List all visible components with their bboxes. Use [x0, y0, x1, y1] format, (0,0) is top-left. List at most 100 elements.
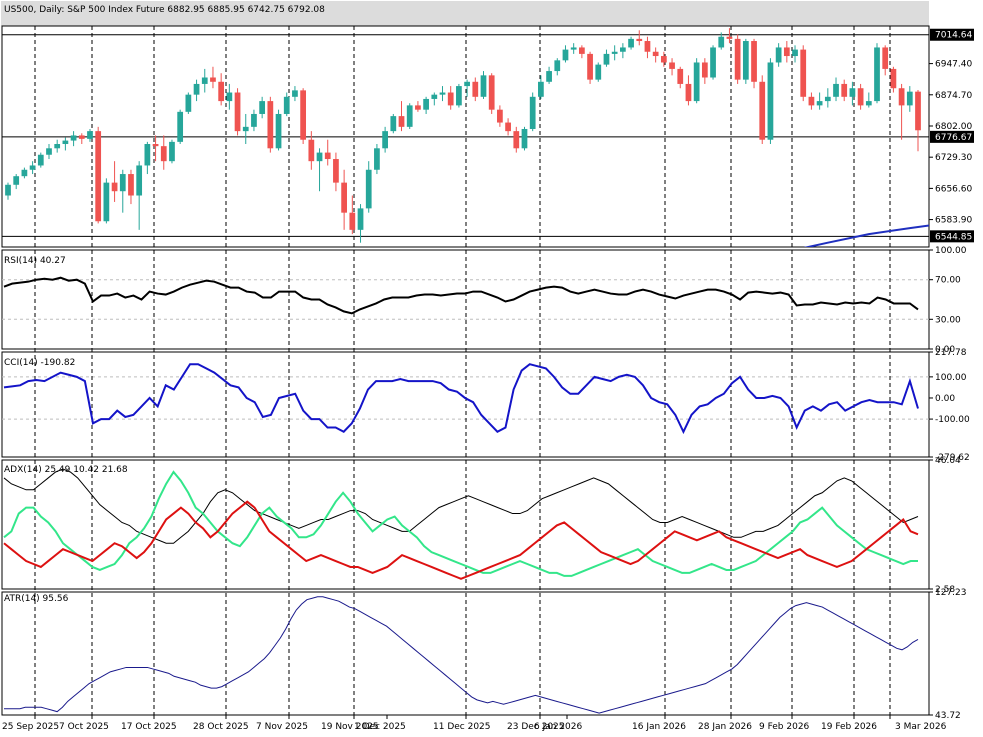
candle-body — [423, 98, 429, 110]
candle-body — [734, 38, 741, 80]
candle-body — [324, 152, 331, 160]
cci-tick-label: 100.00 — [935, 373, 967, 383]
rsi-tick-label: 70.00 — [935, 276, 961, 286]
chart-header-text: US500, Daily: S&P 500 Index Future 6882.… — [4, 5, 325, 15]
candle-body — [308, 139, 315, 162]
candle-body — [398, 116, 405, 127]
candle-body — [759, 81, 766, 140]
candle-body — [210, 77, 216, 82]
candle-body — [144, 144, 151, 166]
moving-average-line — [803, 224, 929, 247]
price-tick-label: 6583.90 — [935, 216, 972, 226]
price-tick-label: 6656.60 — [935, 184, 972, 194]
x-tick-label: 3 Mar 2026 — [895, 722, 947, 732]
candle-body — [652, 51, 659, 57]
candle-body — [906, 91, 913, 106]
date-separators — [34, 26, 891, 715]
candle-body — [456, 86, 462, 106]
rsi-tick-label: 0.00 — [935, 345, 955, 355]
candle-body — [136, 165, 143, 196]
candle-body — [439, 92, 446, 95]
candle-body — [898, 88, 905, 106]
x-tick-label: 19 Feb 2026 — [821, 722, 877, 732]
candle-body — [857, 88, 864, 106]
candle-body — [111, 182, 118, 192]
candle-body — [464, 81, 470, 87]
candle-body — [333, 159, 339, 183]
candle-body — [685, 83, 692, 102]
x-tick-label: 28 Oct 2025 — [193, 722, 249, 732]
header-bar — [1, 1, 929, 26]
adx-line — [3, 468, 919, 544]
candle-body — [636, 38, 643, 42]
candle-body — [251, 113, 257, 127]
candle-body — [611, 51, 618, 54]
candle-body — [570, 47, 577, 50]
candle-body — [128, 174, 134, 196]
candle-body — [808, 96, 815, 106]
x-tick-label: 28 Jan 2026 — [698, 722, 752, 732]
candle-body — [669, 62, 675, 69]
candle-body — [865, 101, 872, 106]
atr-label: ATR(14) 95.56 — [4, 594, 69, 604]
candle-body — [841, 83, 848, 97]
candle-body — [480, 75, 487, 97]
candle-body — [710, 47, 716, 78]
atr-tick-label: 127.23 — [935, 588, 967, 598]
candle-body — [160, 146, 167, 162]
candle-body — [349, 212, 356, 230]
candle-body — [292, 90, 298, 97]
candle-body — [718, 36, 725, 48]
candle-body — [742, 41, 749, 80]
candle-body — [95, 131, 102, 222]
price-level-label: 7014.64 — [935, 31, 972, 41]
candle-body — [833, 83, 839, 97]
candle-body — [677, 68, 684, 84]
x-tick-label: 16 Jan 2026 — [632, 722, 686, 732]
cci-label: CCI(14) -190.82 — [4, 358, 75, 368]
candle-body — [521, 128, 528, 149]
x-tick-label: 23 Dec 2025 — [507, 722, 565, 732]
x-tick-label: 17 Oct 2025 — [121, 722, 177, 732]
cci-tick-label: 217.78 — [935, 348, 967, 358]
price-level-label: 6544.85 — [935, 232, 972, 242]
price-tick-label: 6947.40 — [935, 60, 972, 70]
candle-body — [193, 83, 200, 95]
candle-body — [218, 81, 225, 102]
candle-body — [538, 81, 544, 97]
atr-tick-label: 43.72 — [935, 711, 961, 721]
candle-body — [472, 81, 479, 97]
price-level-tag — [930, 28, 974, 41]
candle-body — [382, 131, 388, 149]
candle-body — [119, 174, 126, 192]
cci-tick-label: -100.00 — [935, 415, 970, 425]
adx-label: ADX(14) 25.49 10.42 21.68 — [4, 465, 128, 475]
candle-body — [70, 135, 77, 141]
adx-tick-label: 2.58 — [935, 585, 955, 595]
candle-body — [300, 90, 307, 140]
candle-body — [357, 208, 364, 230]
x-axis: 25 Sep 2025 7 Oct 2025 17 Oct 2025 28 Oct 2… — [2, 715, 947, 732]
cci-tick-label: -279.62 — [935, 453, 970, 463]
candle-body — [751, 41, 757, 82]
atr-line — [4, 596, 919, 714]
candle-body — [701, 62, 708, 78]
minus-di-line — [3, 500, 919, 580]
price-level-tag — [930, 230, 974, 243]
candle-body — [283, 96, 290, 114]
candle-body — [603, 53, 610, 65]
rsi-tick-label: 100.00 — [935, 246, 967, 256]
candle-body — [529, 96, 536, 129]
candle-body — [644, 41, 651, 52]
candle-body — [783, 47, 790, 57]
candle-body — [103, 182, 110, 222]
candle-body — [316, 152, 323, 162]
candle-body — [726, 36, 733, 39]
candle-body — [628, 38, 634, 48]
candle-body — [849, 88, 856, 97]
candle-body — [5, 184, 11, 196]
candle-body — [234, 92, 241, 132]
x-tick-label: 19 Nov 2025 — [321, 722, 379, 732]
x-tick-label: 9 Feb 2026 — [759, 722, 810, 732]
